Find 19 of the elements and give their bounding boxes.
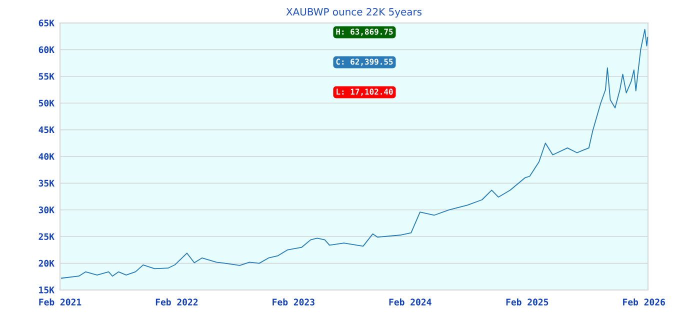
x-tick-label: Feb 2025 <box>506 298 548 306</box>
y-tick-label: 35K <box>38 180 54 187</box>
line-series <box>60 28 648 279</box>
y-tick-label: 50K <box>38 100 54 106</box>
chart-title: XAUBWP ounce 22K 5years <box>286 8 422 18</box>
y-tick-label: 40K <box>38 153 54 160</box>
y-tick-label: 15K <box>39 286 54 294</box>
y-tick-label: 30K <box>38 206 54 214</box>
y-tick-label: 55K <box>38 73 54 80</box>
y-tick-label: 25K <box>38 233 54 240</box>
x-tick-label: Feb 2022 <box>156 298 198 306</box>
x-tick-label: Feb 2021 <box>39 298 82 306</box>
x-tick-label: Feb 2026 <box>623 298 665 306</box>
x-tick-label: Feb 2023 <box>272 298 314 306</box>
x-tick-label: Feb 2024 <box>389 298 432 306</box>
y-tick-label: 65K <box>38 20 54 26</box>
y-tick-label: 60K <box>38 46 54 54</box>
y-tick-label: 45K <box>38 126 54 134</box>
y-tick-label: 20K <box>38 260 54 267</box>
